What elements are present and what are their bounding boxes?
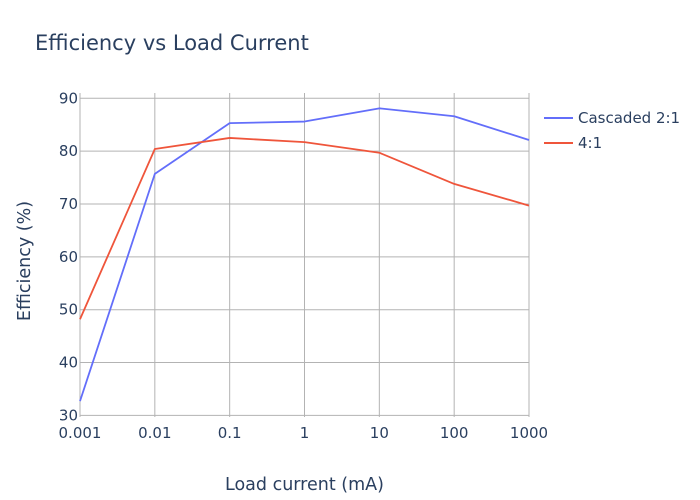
y-tick-label: 90 <box>59 89 78 107</box>
series-layer <box>79 107 530 402</box>
legend[interactable]: Cascaded 2:1 4:1 <box>544 109 680 152</box>
y-tick-label: 50 <box>59 301 78 319</box>
legend-label-0[interactable]: Cascaded 2:1 <box>578 109 680 127</box>
x-tick-label: 1000 <box>510 424 548 442</box>
x-tick-label: 0.1 <box>218 424 242 442</box>
series-line-0[interactable] <box>79 107 530 402</box>
y-tick-label: 40 <box>59 354 78 372</box>
y-tick-label: 80 <box>59 142 78 160</box>
y-tick-label: 70 <box>59 195 78 213</box>
x-tick-label: 1 <box>300 424 310 442</box>
x-tick-label: 0.01 <box>138 424 171 442</box>
grid-layer <box>79 93 530 417</box>
x-tick-label: 100 <box>440 424 469 442</box>
y-axis-title: Efficiency (%) <box>15 201 35 321</box>
x-axis-title: Load current (mA) <box>225 475 384 495</box>
y-tick-label: 30 <box>59 406 78 424</box>
chart-title: Efficiency vs Load Current <box>35 31 309 55</box>
x-tick-label: 0.001 <box>59 424 102 442</box>
tick-layer: 0.001 0.01 0.1 1 10 100 1000 30 40 50 60 70 80 90 <box>59 89 549 442</box>
series-line-1[interactable] <box>79 137 530 320</box>
x-tick-label: 10 <box>370 424 389 442</box>
y-tick-label: 60 <box>59 248 78 266</box>
legend-label-1[interactable]: 4:1 <box>578 134 602 152</box>
